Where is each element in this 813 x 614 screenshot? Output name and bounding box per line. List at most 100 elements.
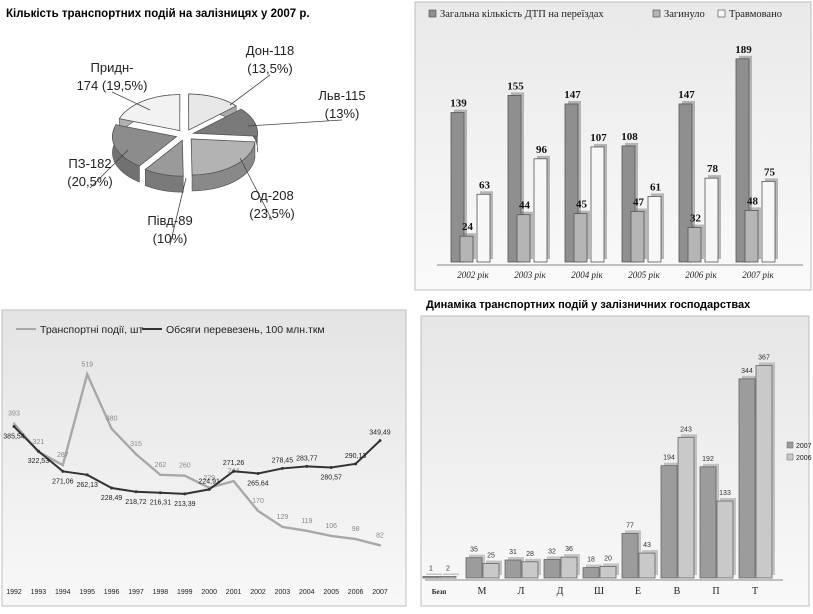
bar-value-label: 243: [680, 426, 692, 433]
pie-slice-пз: [112, 124, 178, 167]
pie-slices: [112, 93, 258, 193]
series-point-0: [12, 422, 16, 425]
bar-1-6: [677, 436, 695, 579]
legend-label-0: Загальна кількість ДТП на переїздах: [440, 9, 604, 20]
pie-chart-title: Кількість транспортних подій на залізниц…: [6, 8, 310, 20]
x-tick-label: 2007 рік: [742, 270, 774, 280]
bar-value-label: 147: [678, 89, 695, 101]
x-tick-label: 1993: [31, 589, 47, 596]
bar-1-4: [687, 227, 702, 263]
bar-0-5: [621, 533, 639, 579]
pie-slice-од: [190, 138, 256, 176]
bar-1-5: [638, 552, 656, 579]
x-tick-label: 2001: [226, 589, 242, 596]
data-label: 216,31: [150, 500, 172, 507]
data-label: 265,64: [247, 480, 269, 487]
series-point-0: [378, 544, 382, 547]
data-label: 315: [130, 441, 142, 448]
legend-label-1: Загинуло: [664, 9, 705, 20]
x-ticks: Безп М Л Д Ш Е В П Т: [432, 586, 758, 597]
pie-percent-од: (23,5%): [249, 206, 295, 221]
series-point-0: [61, 463, 64, 467]
data-label: 260: [179, 463, 191, 470]
leader-line-дон: [229, 74, 271, 106]
series-point-1: [158, 491, 162, 495]
bar-0-6: [660, 465, 678, 579]
bar-value-label: 61: [650, 181, 661, 193]
data-label: 380: [106, 416, 118, 423]
data-label: 385,54: [3, 434, 25, 441]
pie-label-придн: Придн-: [91, 60, 134, 75]
series-point-1: [305, 464, 309, 468]
bar-1-1: [516, 214, 531, 263]
legend: Загальна кількість ДТП на переїздах Загин…: [428, 9, 782, 20]
x-tick-label: 2005 рік: [628, 270, 660, 280]
dynamics-bar-panel: Динаміка транспортних подій у залізнични…: [413, 299, 813, 609]
bar-shadow: [443, 573, 459, 575]
x-tick-label: 2005: [323, 589, 339, 596]
legend-label-1: 2006: [796, 455, 812, 462]
legend: Транспортні події, шт Обсяги перевезень, …: [16, 324, 325, 336]
data-label: 229: [203, 475, 215, 482]
bar-1-0: [439, 576, 457, 579]
pie-percent-придн: 174 (19,5%): [77, 78, 148, 93]
x-ticks: 2002 рік 2003 рік 2004 рік 2005 рік 2006 рік…: [457, 270, 774, 280]
data-label: 322,53: [28, 458, 50, 465]
bar-value-label: 107: [590, 132, 607, 144]
bar-value-label: 139: [450, 98, 467, 110]
series-point-1: [256, 471, 260, 475]
legend-swatch-0: [428, 9, 437, 18]
x-tick-label: 1996: [104, 589, 120, 596]
leader-line-півд: [169, 177, 187, 246]
pie-slice-півд: [144, 139, 184, 177]
bar-2-0: [476, 193, 491, 263]
x-tick-label: 1994: [55, 589, 71, 596]
x-tick-label: 2003 рік: [514, 270, 546, 280]
x-tick-label: Д: [557, 586, 564, 597]
legend-label-2: Травмовано: [729, 9, 782, 20]
data-label: 228,49: [101, 495, 123, 502]
lines: 3933212875193803152622602292441701291191…: [3, 361, 391, 547]
series-point-0: [110, 427, 113, 430]
bar-value-label: 189: [735, 44, 752, 56]
leader-line-од: [239, 157, 273, 221]
bar-1-4: [599, 566, 617, 579]
data-label: 271,06: [52, 478, 74, 485]
leader-line-пз: [89, 149, 129, 189]
x-tick-label: Безп: [432, 588, 447, 596]
bar-value-label: 96: [536, 144, 548, 156]
x-tick-label: 2007: [372, 589, 388, 596]
x-tick-label: 2002: [250, 589, 266, 596]
series-point-0: [281, 525, 284, 529]
bar-1-1: [482, 563, 500, 579]
bar-value-label: 192: [702, 456, 714, 463]
dynamics-bar-chart: Динаміка транспортних подій у залізнични…: [420, 299, 812, 607]
data-label: 283,77: [296, 455, 318, 462]
bar-value-label: 31: [509, 549, 517, 556]
bar-value-label: 108: [621, 131, 638, 143]
bar-value-label: 36: [565, 546, 573, 553]
x-tick-label: 2006: [348, 589, 364, 596]
series-point-0: [354, 537, 357, 541]
dynamics-chart-title: Динаміка транспортних подій у залізнични…: [426, 300, 751, 311]
data-label: 262: [155, 462, 167, 469]
series-point-0: [305, 529, 308, 533]
x-tick-label: 1992: [6, 589, 22, 596]
series-point-0: [134, 452, 138, 456]
accident-bar-chart: Загальна кількість ДТП на переїздах Загин…: [414, 1, 812, 291]
bar-value-label: 43: [643, 542, 651, 549]
bar-0-0: [422, 576, 440, 579]
bar-value-label: 78: [707, 163, 719, 175]
bar-0-4: [582, 567, 600, 579]
bar-value-label: 63: [479, 179, 491, 191]
series-point-1: [183, 492, 187, 496]
line-chart: Транспортні події, шт Обсяги перевезень, …: [1, 309, 407, 607]
data-label: 519: [81, 361, 93, 368]
legend-swatch-0: [786, 441, 794, 449]
pie-label-льв: Льв-115: [318, 88, 365, 103]
bar-value-label: 45: [576, 199, 588, 211]
bar-0-0: [450, 112, 465, 263]
pie-chart: Кількість транспортних подій на залізниц…: [6, 8, 366, 246]
x-tick-label: 2003: [275, 589, 291, 596]
x-tick-label: П: [712, 586, 719, 597]
